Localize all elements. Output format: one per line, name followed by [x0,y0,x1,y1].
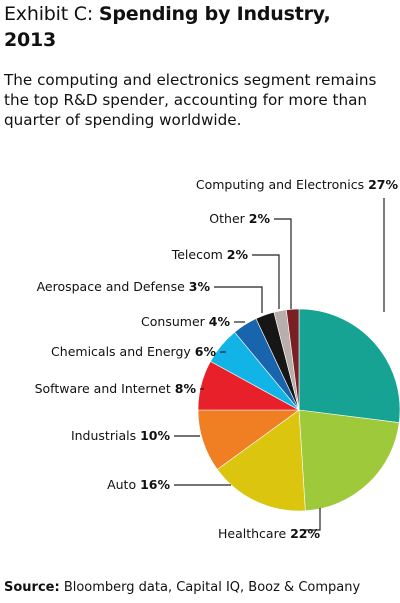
slice-name-chemicals-and-energy: Chemicals and Energy [51,344,195,359]
slice-name-aerospace-and-defense: Aerospace and Defense [37,279,189,294]
slice-value-other: 2% [249,211,271,226]
chart-title-line-1: Exhibit C: Spending by Industry, [4,2,331,26]
slice-value-healthcare: 22% [290,526,320,541]
pie-slice-other [286,308,300,411]
slice-value-chemicals-and-energy: 6% [195,344,217,359]
slice-name-software-and-internet: Software and Internet [35,381,175,396]
slice-name-computing-and-electronics: Computing and Electronics [196,177,368,192]
slice-value-industrials: 10% [140,428,170,443]
chart-title-year: 2013 [4,29,57,51]
slice-label-other: Other 2% [209,211,270,226]
slice-label-telecom: Telecom 2% [171,247,249,262]
slice-label-software-and-internet: Software and Internet 8% [35,381,197,396]
source-note: Source: Bloomberg data, Capital IQ, Booz… [4,580,360,595]
slice-name-consumer: Consumer [141,314,209,329]
pie-slice-healthcare [298,409,400,512]
slice-value-computing-and-electronics: 27% [368,177,398,192]
slice-name-auto: Auto [107,477,140,492]
slice-name-other: Other [209,211,248,226]
slice-label-auto: Auto 16% [107,477,170,492]
slice-value-software-and-internet: 8% [175,381,197,396]
leader-line-aerospace-and-defense [214,286,263,313]
pie-slice-auto [216,409,306,512]
slice-name-telecom: Telecom [171,247,227,262]
source-text: Bloomberg data, Capital IQ, Booz & Compa… [63,580,361,595]
slice-label-healthcare: Healthcare 22% [218,526,321,541]
leader-line-telecom [252,254,280,309]
slice-value-consumer: 4% [209,314,231,329]
slice-name-healthcare: Healthcare [218,526,290,541]
chart-subtitle: The computing and electronics segment re… [4,71,377,129]
slice-label-industrials: Industrials 10% [71,428,171,443]
source-label: Source: [4,580,60,595]
slice-label-chemicals-and-energy: Chemicals and Energy 6% [51,344,216,359]
slice-label-consumer: Consumer 4% [141,314,230,329]
slice-label-computing-and-electronics: Computing and Electronics 27% [196,177,399,192]
pie-slice-computing-and-electronics [298,308,400,423]
leader-line-other [274,218,292,309]
slice-value-auto: 16% [140,477,170,492]
exhibit-label: Exhibit C: [4,3,94,25]
chart-title: Spending by Industry, [98,3,331,25]
slice-label-aerospace-and-defense: Aerospace and Defense 3% [37,279,211,294]
slice-value-aerospace-and-defense: 3% [189,279,211,294]
slice-name-industrials: Industrials [71,428,140,443]
slice-value-telecom: 2% [227,247,249,262]
leader-line-healthcare [305,508,321,531]
